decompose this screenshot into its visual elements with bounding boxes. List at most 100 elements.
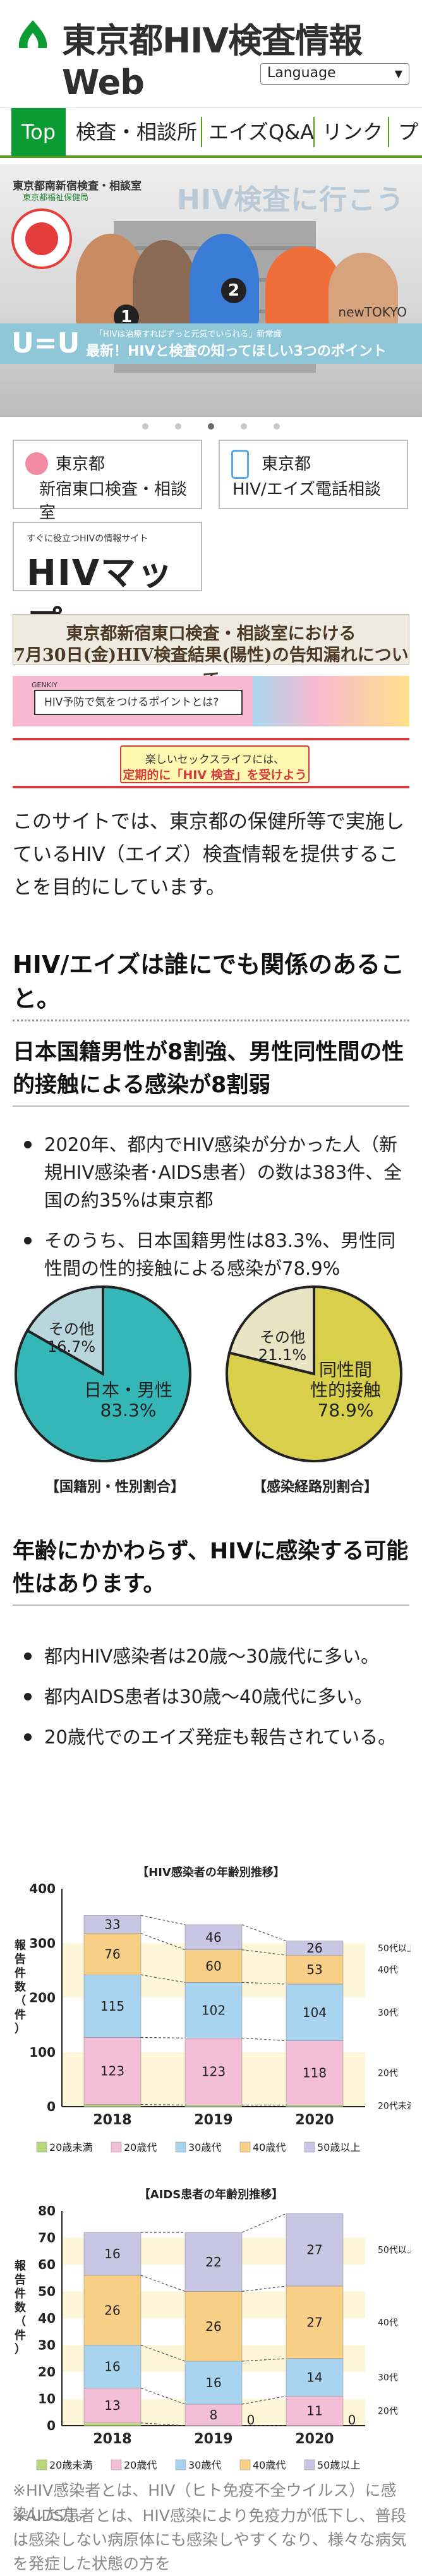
bar-value-label: 16 [104,2246,120,2261]
link-shinjuku-test-center[interactable]: 東京都 新宿東口検査・相談室 [13,440,202,522]
bar-value-label: 115 [100,1999,124,2014]
legend-swatch [304,2141,315,2153]
age-list: 都内HIV感染者は20歳〜30歳代に多い。 都内AIDS患者は30歳〜40歳代に… [24,1642,403,1764]
bar-segment [286,2040,344,2105]
hero-brand-logo: newTOKYO [338,304,407,320]
bar-segment [286,2358,344,2397]
bar-connector [140,1933,186,1951]
y-tick-label: 400 [29,1881,56,1896]
legend-label: 20歳未満 [49,2459,92,2471]
legend-label: 40歳代 [253,2459,286,2471]
legend-label: 20歳代 [124,2141,157,2153]
site-title[interactable]: 東京都HIV検査情報Web [62,21,363,102]
bar-segment [184,1982,243,2038]
carousel-dot[interactable] [142,423,148,430]
bar-segment [286,2285,344,2359]
bar-value-label: 14 [306,2370,322,2385]
bar-connector [140,1974,186,1983]
hero-badge-icon [11,208,72,269]
carousel-pagination [0,417,422,436]
y-tick-label: 40 [38,2311,56,2326]
bar-value-label: 104 [303,2005,327,2020]
bar-segment [286,1954,344,1985]
legend-swatch [239,2141,251,2153]
legend-label: 40歳代 [253,2141,286,2153]
section-heading: HIV/エイズは誰にでも関係のあること。 [13,948,409,1021]
hero-person-image [329,253,398,328]
hiv-test-banner-line-2: 定期的に「HIV 検査」を受けよう [123,768,307,782]
nav-item-test-sites[interactable]: 検査・相談所 [76,120,198,144]
chart-title: 【HIV感染者の年齢別推移】 [137,1865,285,1879]
prep-banner-text: HIV予防で気をつけるポイントとは? [34,690,243,715]
section-subheading: 日本国籍男性が8割強、男性同性間の性的接触による感染が8割弱 [13,1036,409,1107]
link-hiv-map[interactable]: すぐに役立つHIVの情報サイト HIVマップ [13,522,202,645]
bar-connector [241,2395,287,2405]
notice-banner[interactable]: 東京都新宿東口検査・相談室における 7月30日(金)HIV検査結果(陽性)の告知… [13,614,409,690]
bar-value-label: 76 [104,1947,120,1962]
carousel-dot-active[interactable] [208,423,214,430]
bar-connector [140,2275,186,2292]
legend-label: 30歳代 [188,2141,221,2153]
bar-segment [83,2232,142,2276]
list-item: 2020年、都内でHIV感染が分かった人（新規HIV感染者･AIDS患者）の数は… [24,1131,403,1214]
bar-connector [241,1924,287,1942]
y-tick-label: 0 [47,2418,56,2433]
language-select-label: Language [267,65,336,81]
pie-value-major: 78.9% [318,1400,374,1421]
bar-segment [184,2404,243,2426]
nav-item-links[interactable]: リンク [322,120,383,144]
bar-connector [241,1982,287,1985]
carousel-dot[interactable] [274,423,280,430]
y-axis-label: 数 [15,2301,27,2314]
bar-connector [241,2037,287,2042]
link-phone-consultation[interactable]: 東京都 HIV/エイズ電話相談 [219,440,408,509]
band-label: 40代 [378,1965,398,1975]
bar-value-label: 16 [205,2375,221,2390]
bar-value-label: 8 [210,2407,218,2423]
hero-ueu-logo: U=U [11,327,80,359]
bar-connector [140,2037,186,2038]
hiv-test-banner[interactable]: 楽しいセックスライフには、 定期的に「HIV 検査」を受けよう [13,738,409,788]
footnote: ※AIDS患者とは、HIV感染により免疫力が低下し、普段は感染しない病原体にも感… [13,2507,407,2573]
x-tick-label: 2018 [93,2112,131,2128]
y-tick-label: 50 [38,2284,56,2299]
prep-banner[interactable]: GENKIY HIV予防で気をつけるポイントとは? [13,676,409,726]
y-axis-label: （ [15,1995,26,2008]
y-axis-label: 件 [15,2008,26,2022]
y-axis-label: 件 [15,2287,26,2301]
hero-carousel-slide[interactable]: 東京都南新宿検査・相談室 東京都福祉保健局 HIV検査に行こう 1 2 3 ne… [0,164,422,417]
band-label: 30代 [378,2373,398,2383]
hero-info-band [0,323,422,364]
chevron-down-icon: ▼ [394,68,402,80]
bar-value-label: 22 [205,2254,221,2270]
y-tick-label: 200 [29,1990,56,2006]
language-select[interactable]: Language ▼ [260,63,409,85]
hiv-age-bar-chart: 【HIV感染者の年齢別推移】0100200300400報告件数（件）412311… [15,1865,411,2153]
intro-text: このサイトでは、東京都の保健所等で実施しているHIV（エイズ）検査情報を提供する… [13,810,404,899]
nav-item-top[interactable]: Top [11,108,66,156]
bar-value-label: 33 [104,1917,120,1932]
y-axis-label: （ [15,2315,26,2328]
hero-org-name: 東京都南新宿検査・相談室 [13,180,142,193]
bar-value-label: 123 [100,2064,124,2079]
hero-number-badge: 2 [221,278,246,303]
nav-item-more[interactable]: プ [398,120,419,144]
y-tick-label: 60 [38,2257,56,2272]
bar-segment [83,2345,142,2388]
bar-segment [286,1983,344,2041]
aids-age-bar-chart: 【AIDS患者の年齢別推移】01020304050607080報告件数（件）11… [15,2188,411,2471]
nav-item-aids-qa[interactable]: エイズQ&A [208,120,315,144]
tokyo-logo-icon[interactable] [13,16,53,57]
carousel-dot[interactable] [241,423,247,430]
bar-value-label: 27 [306,2242,322,2258]
band-label: 20代未満 [378,2102,411,2112]
legend-label: 50歳以上 [317,2141,360,2153]
prep-banner-brand: GENKIY [32,681,57,689]
bar-segment [184,2038,243,2105]
nav-divider [313,117,315,147]
bar-value-label: 11 [306,2404,322,2419]
pie-value-minor: 21.1% [258,1346,306,1364]
carousel-dot[interactable] [175,423,181,430]
